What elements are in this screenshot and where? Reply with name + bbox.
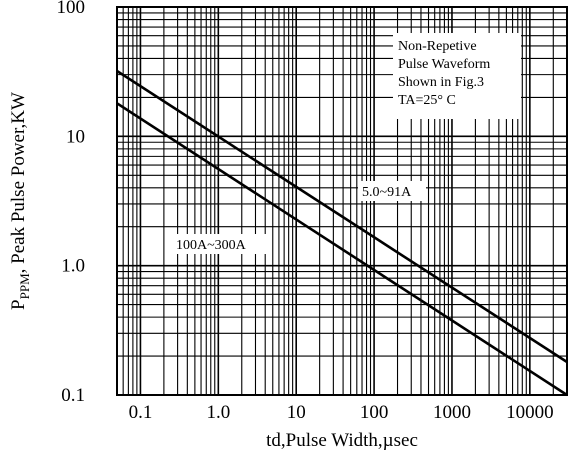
x-tick-label: 1000: [433, 402, 471, 423]
note-line-2: Pulse Waveform: [398, 57, 490, 72]
series-label-bg-100-300a: [172, 234, 266, 254]
y-axis-title-sub: PPM: [17, 273, 32, 299]
x-tick-label: 10: [287, 402, 306, 423]
note-line-1: Non-Repetive: [398, 39, 477, 54]
note-line-4: TA=25° C: [398, 93, 456, 108]
series-label-100-300a: 100A~300A: [176, 238, 247, 253]
y-tick-label: 100: [57, 0, 86, 18]
series-line-0: [116, 69, 568, 364]
x-tick-label: 100: [360, 402, 389, 423]
x-tick-labels: 0.1 1.0 10 100 1000 10000: [129, 402, 554, 423]
x-tick-label: 0.1: [129, 402, 153, 423]
x-axis-title: td,Pulse Width,µsec: [266, 430, 418, 451]
x-tick-label: 1.0: [206, 402, 230, 423]
y-axis-title-main: P: [8, 299, 29, 310]
waveform-note: Non-Repetive Pulse Waveform Shown in Fig…: [398, 39, 490, 108]
y-axis-title-rest: , Peak Pulse Power,KW: [8, 92, 29, 273]
plot-frame: [116, 6, 568, 396]
x-tick-label: 10000: [506, 402, 554, 423]
note-line-3: Shown in Fig.3: [398, 75, 484, 90]
series-label-bg-5-91a: [358, 181, 426, 201]
y-axis-title: PPPM, Peak Pulse Power,KW: [8, 92, 32, 310]
y-tick-labels: 0.1 1.0 10 100: [57, 0, 86, 406]
y-tick-label: 1.0: [61, 256, 85, 277]
y-tick-label: 0.1: [61, 385, 85, 406]
y-tick-label: 10: [66, 126, 85, 147]
waveform-note-box: [393, 33, 521, 119]
series-line-1: [116, 102, 568, 397]
series-label-5-91a: 5.0~91A: [362, 185, 412, 200]
series-lines: [116, 69, 568, 397]
